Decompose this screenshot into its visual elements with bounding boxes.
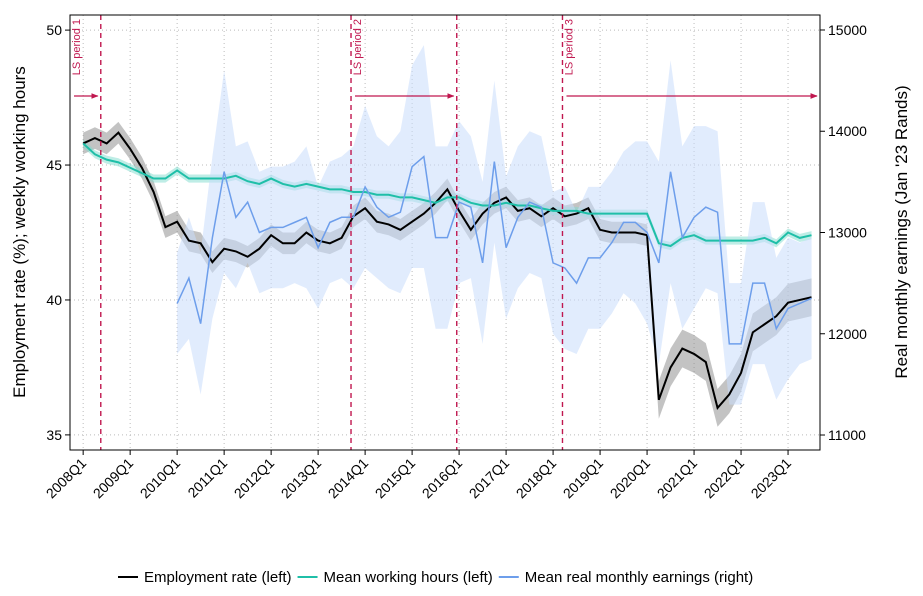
- x-tick-label: 2017Q1: [466, 455, 513, 502]
- x-tick-label: 2012Q1: [231, 455, 278, 502]
- period-label: LS period 2: [352, 19, 364, 75]
- x-tick-label: 2014Q1: [325, 455, 372, 502]
- x-tick-label: 2013Q1: [278, 455, 325, 502]
- series-line: [176, 155, 812, 345]
- series-line: [82, 142, 812, 248]
- series-line: [82, 131, 812, 410]
- confidence-band: [177, 45, 812, 405]
- legend-label: Employment rate (left): [144, 569, 292, 586]
- plot-frame: [69, 14, 821, 451]
- period-label: LS period 3: [563, 19, 575, 75]
- x-tick-label: 2009Q1: [90, 455, 137, 502]
- legend-label: Mean real monthly earnings (right): [525, 569, 753, 586]
- y-tick-label: 40: [46, 292, 62, 308]
- x-tick-label: 2022Q1: [701, 455, 748, 502]
- y-tick-label: 35: [46, 427, 62, 443]
- x-tick-label: 2010Q1: [137, 455, 184, 502]
- period-label: LS period 1: [71, 19, 83, 75]
- y-tick-label: 45: [46, 157, 62, 173]
- y2-tick-label: 15000: [828, 22, 867, 38]
- y2-axis-title: Real monthly earnings (Jan '23 Rands): [892, 85, 911, 378]
- legend: Employment rate (left) Mean working hours…: [118, 569, 753, 586]
- y-tick-label: 50: [46, 22, 62, 38]
- y-axis-title: Employment rate (%); weekly working hour…: [10, 66, 29, 398]
- x-tick-label: 2016Q1: [419, 455, 466, 502]
- y2-tick-label: 13000: [828, 225, 867, 241]
- x-tick-label: 2008Q1: [43, 455, 90, 502]
- x-tick-label: 2018Q1: [513, 455, 560, 502]
- y2-tick-label: 12000: [828, 326, 867, 342]
- x-tick-label: 2023Q1: [748, 455, 795, 502]
- x-tick-label: 2020Q1: [607, 455, 654, 502]
- x-tick-label: 2015Q1: [372, 455, 419, 502]
- x-tick-label: 2011Q1: [184, 455, 230, 501]
- y2-tick-label: 11000: [828, 427, 866, 443]
- x-tick-label: 2021Q1: [654, 455, 701, 502]
- x-tick-label: 2019Q1: [560, 455, 607, 502]
- y2-tick-label: 14000: [828, 123, 867, 139]
- legend-label: Mean working hours (left): [324, 569, 493, 586]
